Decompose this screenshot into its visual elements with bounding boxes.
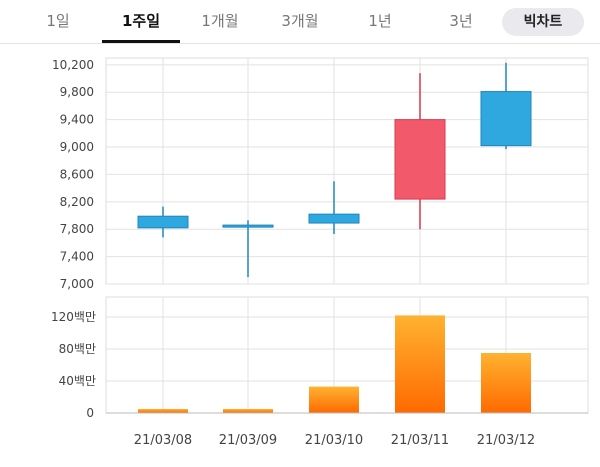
- volume-panel: 0 40백만 80백만 120백만 21/03/08 21/03/09 21/03/10 21…: [51, 296, 589, 448]
- candle-body: [480, 91, 532, 147]
- volume-bar: [481, 353, 531, 413]
- candle-body: [137, 215, 189, 229]
- volume-bar: [309, 386, 359, 413]
- tab-3-years[interactable]: 3년: [449, 12, 473, 30]
- price-tick-label: 7,800: [60, 222, 94, 236]
- candle-body: [222, 224, 274, 228]
- date-tick-label: 21/03/09: [219, 433, 277, 448]
- price-tick-label: 9,400: [60, 113, 94, 127]
- tab-1-week[interactable]: 1주일: [102, 0, 180, 43]
- tab-1-month[interactable]: 1개월: [201, 12, 239, 30]
- volume-tick-label: 0: [86, 406, 94, 420]
- date-tick-label: 21/03/10: [305, 433, 363, 448]
- price-tick-label: 7,000: [60, 277, 94, 291]
- date-tick-label: 21/03/11: [391, 433, 449, 448]
- candle-body: [308, 213, 360, 224]
- volume-tick-label: 80백만: [59, 342, 96, 356]
- tab-1-day[interactable]: 1일: [46, 12, 70, 30]
- price-tick-label: 8,600: [60, 167, 94, 181]
- price-tick-label: 8,200: [60, 195, 94, 209]
- tab-3-months[interactable]: 3개월: [281, 12, 319, 30]
- price-tick-label: 7,400: [60, 250, 94, 264]
- volume-bar: [395, 315, 445, 413]
- date-tick-label: 21/03/08: [134, 433, 192, 448]
- volume-tick-label: 40백만: [59, 374, 96, 388]
- volume-bar: [223, 409, 273, 413]
- price-tick-label: 9,000: [60, 140, 94, 154]
- price-panel: 7,000 7,400 7,800 8,200 8,600 9,000 9,400 9,800…: [52, 57, 589, 291]
- volume-bar: [138, 409, 188, 413]
- big-chart-button[interactable]: 빅차트: [502, 8, 584, 36]
- tab-1-year[interactable]: 1년: [368, 12, 392, 30]
- price-tick-label: 10,200: [52, 58, 94, 72]
- price-tick-label: 9,800: [60, 85, 94, 99]
- candle-body: [394, 119, 446, 200]
- period-tab-bar: 1일 1주일 1개월 3개월 1년 3년 빅차트: [0, 0, 600, 44]
- volume-tick-label: 120백만: [51, 310, 96, 324]
- date-tick-label: 21/03/12: [477, 433, 535, 448]
